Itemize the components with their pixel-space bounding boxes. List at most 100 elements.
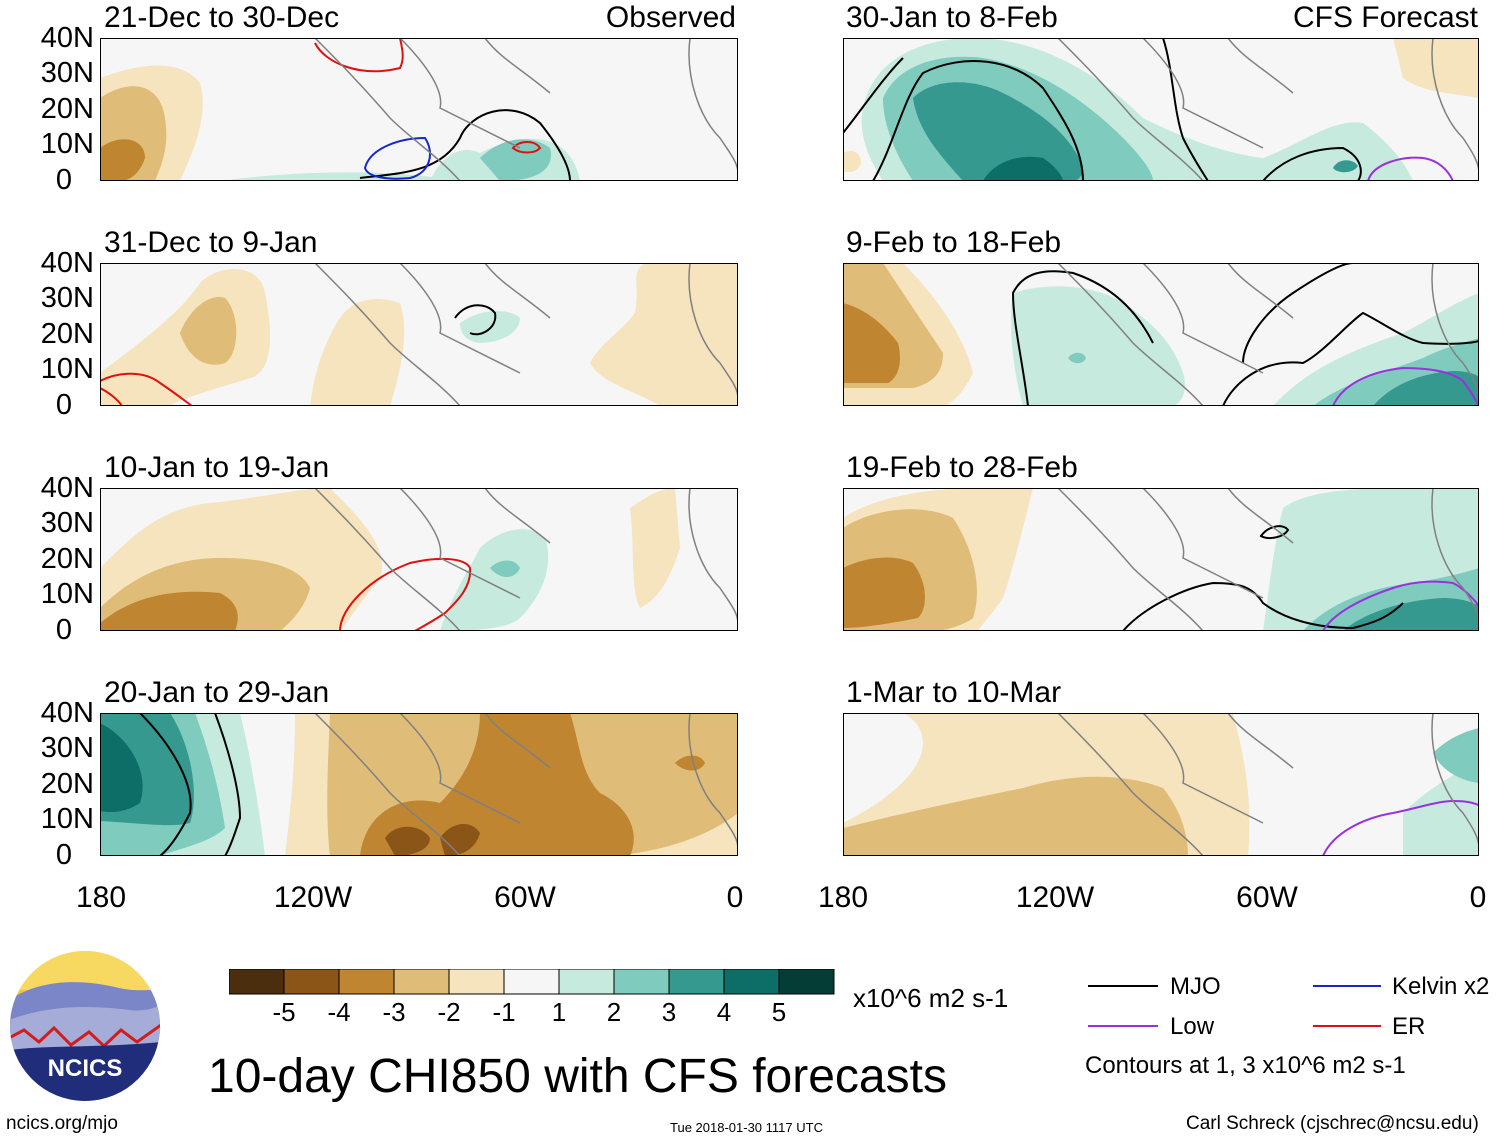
coastline <box>314 38 738 181</box>
x-tick: 60W <box>1236 881 1298 914</box>
low-contour <box>1332 366 1479 406</box>
y-tick: 0 <box>55 164 72 196</box>
coastline <box>1057 263 1479 406</box>
legend-low-label: Low <box>1170 1013 1215 1040</box>
er-contour <box>511 141 542 154</box>
colorbar-label: -4 <box>327 997 351 1027</box>
panel-title: 10-Jan to 19-Jan <box>104 451 330 484</box>
y-tick: 20N <box>40 768 94 800</box>
y-tick: 40N <box>40 472 94 504</box>
anomaly-shade <box>843 303 900 383</box>
anomaly-shade <box>843 776 1188 856</box>
map-panel-8 <box>843 713 1479 856</box>
anomaly-shade <box>1011 286 1185 406</box>
colorbar-label: -1 <box>492 997 516 1027</box>
y-tick: 40N <box>40 22 94 54</box>
map-panel-7 <box>843 488 1479 631</box>
anomaly-shade <box>310 298 405 406</box>
legend-er-label: ER <box>1392 1013 1426 1040</box>
panel-title: 19-Feb to 28-Feb <box>846 451 1078 484</box>
coastline <box>314 713 738 856</box>
mjo-contour <box>1262 146 1362 181</box>
anomaly-shade <box>100 139 145 181</box>
anomaly-shade <box>490 560 520 577</box>
y-tick: 30N <box>40 282 94 314</box>
anomaly-shade <box>440 823 480 856</box>
mjo-contour <box>1122 581 1404 631</box>
y-tick: 30N <box>40 57 94 89</box>
kelvin-legend-line <box>1313 985 1381 987</box>
logo-text: NCICS <box>48 1055 123 1082</box>
y-tick: 0 <box>55 614 72 646</box>
er-contour <box>100 387 123 406</box>
anomaly-shade <box>1333 160 1358 173</box>
colorbar-label: -3 <box>382 997 406 1027</box>
footer-url: ncics.org/mjo <box>6 1113 118 1134</box>
anomaly-shade <box>1068 352 1086 364</box>
anomaly-shade <box>1343 598 1479 631</box>
x-tick: 120W <box>1015 881 1095 914</box>
y-tick: 10N <box>40 578 94 610</box>
x-tick: 0 <box>1469 881 1487 914</box>
y-tick: 30N <box>40 732 94 764</box>
coastline <box>1057 488 1479 631</box>
x-tick: 120W <box>273 881 353 914</box>
er-contour <box>339 557 472 631</box>
y-tick: 40N <box>40 697 94 729</box>
colorbar <box>229 969 835 995</box>
anomaly-shade <box>440 529 549 631</box>
ncics-logo: NCICS <box>10 951 160 1101</box>
colorbar-label: 1 <box>551 997 567 1027</box>
panel-title: 9-Feb to 18-Feb <box>846 226 1062 259</box>
colorbar-label: 5 <box>771 997 787 1027</box>
coastline <box>1057 38 1479 181</box>
coastline <box>1057 713 1479 856</box>
map-panel-6 <box>843 263 1479 406</box>
anomaly-shade <box>843 151 861 173</box>
kelvin-contour <box>363 136 431 180</box>
mjo-contour <box>139 713 192 856</box>
coastline <box>314 488 738 631</box>
colorbar-label: 2 <box>606 997 622 1027</box>
legend-note: Contours at 1, 3 x10^6 m2 s-1 <box>1085 1052 1406 1079</box>
x-tick: 60W <box>494 881 556 914</box>
y-tick: 40N <box>40 247 94 279</box>
colorbar-label: -2 <box>437 997 461 1027</box>
anomaly-shade <box>630 488 680 608</box>
map-panel-5 <box>843 38 1479 181</box>
anomaly-shade <box>913 82 1083 181</box>
panel-title: 31-Dec to 9-Jan <box>104 226 318 259</box>
map-panel-4 <box>100 713 738 856</box>
x-tick: 0 <box>726 881 744 914</box>
mjo-contour <box>1259 525 1290 539</box>
anomaly-shade <box>1393 38 1479 98</box>
map-panel-1 <box>100 38 738 181</box>
anomaly-shade <box>675 755 705 771</box>
mjo-contour <box>1222 311 1479 406</box>
anomaly-shade <box>180 297 237 365</box>
anomaly-shade <box>983 156 1063 181</box>
mjo-contour <box>454 304 497 336</box>
anomaly-shade <box>1433 728 1479 783</box>
footer-credit: Carl Schreck (cjschrec@ncsu.edu) <box>1186 1113 1479 1134</box>
footer-timestamp: Tue 2018-01-30 1117 UTC <box>670 1120 823 1135</box>
y-tick: 20N <box>40 93 94 125</box>
low-contour <box>1322 799 1479 856</box>
y-tick: 10N <box>40 803 94 835</box>
panel-title: 20-Jan to 29-Jan <box>104 676 330 709</box>
y-tick: 0 <box>55 389 72 421</box>
anomaly-shade <box>480 139 551 181</box>
x-tick: 180 <box>817 881 869 914</box>
colorbar-label: 4 <box>716 997 732 1027</box>
anomaly-shade <box>100 723 143 813</box>
panel-label: CFS Forecast <box>1292 1 1478 34</box>
anomaly-shade <box>843 557 925 628</box>
y-tick: 20N <box>40 318 94 350</box>
legend-kelvin-label: Kelvin x2 <box>1392 973 1490 1000</box>
y-tick: 10N <box>40 353 94 385</box>
y-tick: 20N <box>40 543 94 575</box>
anomaly-shade <box>590 263 738 406</box>
panel-title: 30-Jan to 8-Feb <box>846 1 1058 34</box>
er-contour <box>314 38 404 73</box>
anomaly-shade <box>360 713 634 856</box>
